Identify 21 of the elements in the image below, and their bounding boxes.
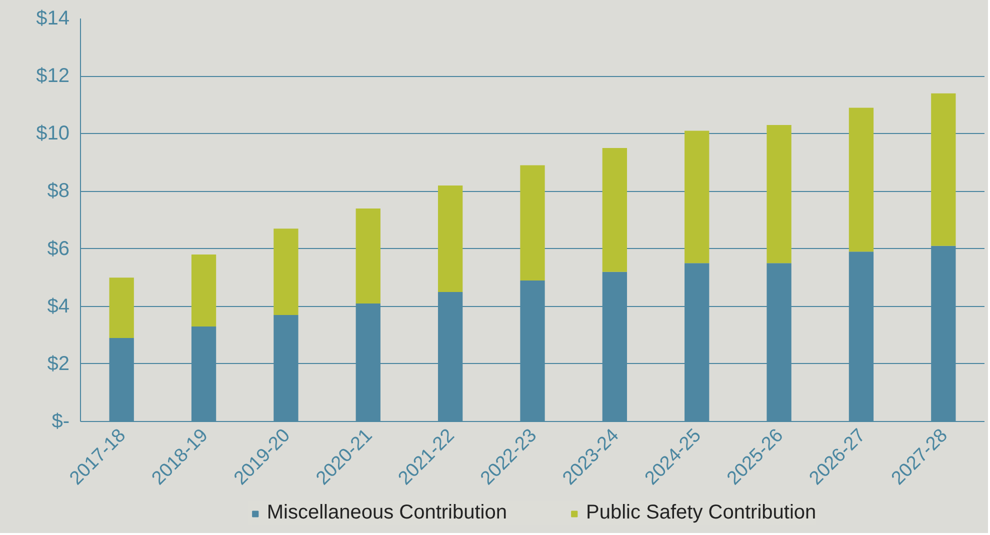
bar (931, 93, 956, 246)
y-tick-label: $- (52, 410, 70, 432)
bar (602, 148, 628, 272)
y-tick-label: $12 (36, 65, 70, 88)
bar (356, 208, 380, 304)
bar (438, 185, 463, 292)
bar (274, 228, 298, 315)
bar (848, 108, 874, 252)
y-tick-label: $4 (47, 295, 70, 318)
legend-label: Public Safety Contribution (586, 502, 816, 524)
bar (684, 130, 710, 264)
bar (520, 165, 545, 280)
y-tick-label: $14 (36, 8, 70, 30)
y-tick-label: $10 (36, 122, 70, 145)
y-tick-label: $6 (47, 238, 70, 260)
legend-label: Miscellaneous Contribution (266, 502, 507, 524)
bar (766, 125, 792, 264)
bar (109, 278, 134, 338)
y-tick-label: $8 (47, 180, 70, 202)
y-tick-label: $2 (47, 352, 70, 375)
bar (191, 254, 216, 327)
